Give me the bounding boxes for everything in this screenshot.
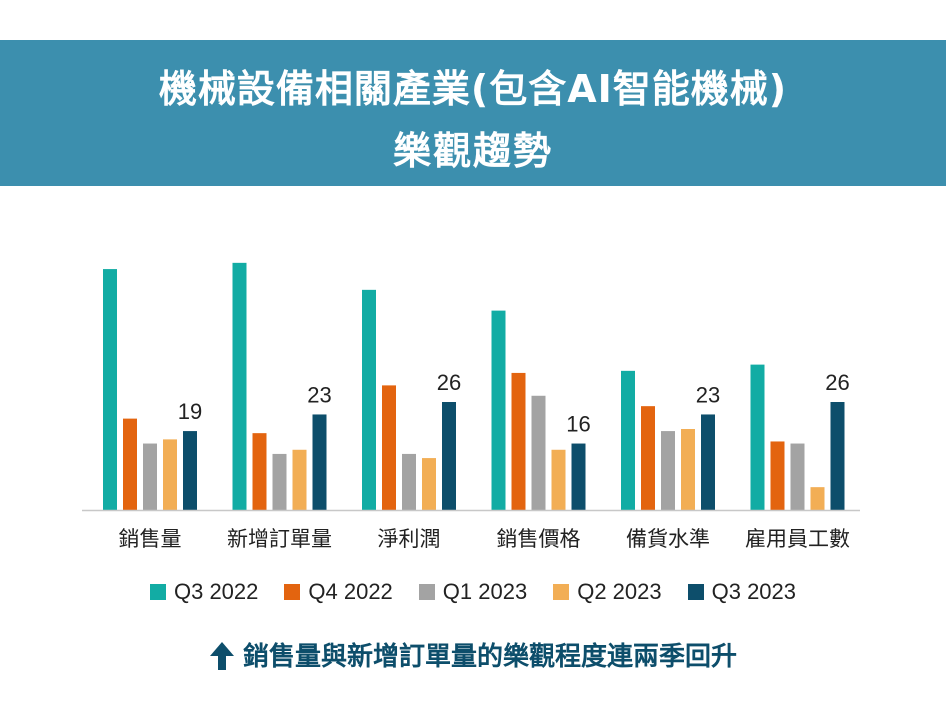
bar-3-4 bbox=[531, 395, 546, 510]
data-label: 16 bbox=[566, 412, 590, 437]
bar-2-2 bbox=[252, 433, 267, 510]
bar-5-4 bbox=[571, 443, 586, 510]
bar-4-6 bbox=[810, 487, 825, 510]
chart-title-line-2: 樂觀趨勢 bbox=[392, 129, 553, 173]
legend-label: Q1 2023 bbox=[442, 579, 528, 604]
category-label: 備貨水準 bbox=[626, 527, 710, 551]
legend-swatch bbox=[687, 584, 704, 600]
bar-chart: 19 銷售量 23 新增訂單量 26 淨利潤 16 銷售價格 23 備貨水準 26 雇用員工數 bbox=[82, 262, 860, 551]
bar-1-1 bbox=[103, 269, 117, 510]
bar-4-5 bbox=[681, 429, 695, 510]
bar-2-1 bbox=[123, 418, 137, 510]
bar-5-5 bbox=[701, 414, 715, 510]
title-banner: 機械設備相關產業(包含AI智能機械) 樂觀趨勢 bbox=[0, 40, 946, 186]
legend-label: Q3 2023 bbox=[711, 579, 797, 604]
bar-4-1 bbox=[163, 439, 177, 510]
legend-item: Q4 2022 bbox=[284, 579, 393, 605]
bar-1-5 bbox=[621, 370, 635, 510]
legend-swatch bbox=[418, 584, 435, 600]
legend-item: Q3 2022 bbox=[149, 579, 259, 605]
bar-2-4 bbox=[511, 372, 526, 510]
bar-5-2 bbox=[312, 414, 327, 510]
chart-title-line-1: 機械設備相關產業(包含AI智能機械) bbox=[158, 67, 788, 111]
bar-4-3 bbox=[422, 458, 436, 510]
bar-1-6 bbox=[750, 364, 765, 510]
category-label: 淨利潤 bbox=[378, 527, 441, 551]
data-label: 26 bbox=[437, 370, 461, 395]
legend-label: Q3 2022 bbox=[173, 579, 259, 604]
bar-3-1 bbox=[143, 443, 157, 510]
legend-swatch bbox=[149, 584, 166, 600]
legend-label: Q2 2023 bbox=[577, 579, 662, 604]
legend-item: Q3 2023 bbox=[687, 579, 797, 605]
category-label: 銷售價格 bbox=[497, 527, 581, 551]
bar-3-5 bbox=[661, 431, 675, 510]
bar-3-3 bbox=[402, 453, 416, 510]
bar-2-3 bbox=[382, 385, 396, 510]
legend-item: Q1 2023 bbox=[418, 579, 528, 605]
bar-4-2 bbox=[292, 449, 307, 510]
bar-2-6 bbox=[770, 441, 785, 510]
up-arrow-icon bbox=[209, 642, 234, 670]
bar-5-1 bbox=[183, 431, 197, 510]
bar-4-4 bbox=[551, 449, 566, 510]
bar-1-3 bbox=[362, 289, 376, 510]
data-label: 19 bbox=[178, 399, 202, 424]
data-label: 23 bbox=[696, 382, 720, 407]
data-label: 26 bbox=[825, 370, 849, 395]
category-label: 銷售量 bbox=[119, 527, 182, 551]
legend-swatch bbox=[284, 584, 301, 600]
bar-2-5 bbox=[641, 406, 655, 510]
chart-legend: Q3 2022 Q4 2022 Q1 2023 Q2 2023 Q3 2023 bbox=[0, 576, 946, 608]
legend-swatch bbox=[553, 584, 570, 600]
bar-1-4 bbox=[491, 310, 506, 510]
footer-note: 銷售量與新增訂單量的樂觀程度連兩季回升 bbox=[0, 636, 946, 673]
bar-3-2 bbox=[272, 453, 287, 510]
category-label: 雇用員工數 bbox=[745, 527, 850, 551]
bar-5-3 bbox=[442, 402, 456, 510]
legend-item: Q2 2023 bbox=[553, 579, 662, 605]
bar-5-6 bbox=[830, 402, 845, 510]
bar-1-2 bbox=[232, 262, 247, 510]
legend-label: Q4 2022 bbox=[308, 579, 393, 604]
footer-text: 銷售量與新增訂單量的樂觀程度連兩季回升 bbox=[242, 642, 737, 672]
category-label: 新增訂單量 bbox=[227, 527, 332, 551]
bar-3-6 bbox=[790, 443, 805, 510]
data-label: 23 bbox=[307, 382, 331, 407]
